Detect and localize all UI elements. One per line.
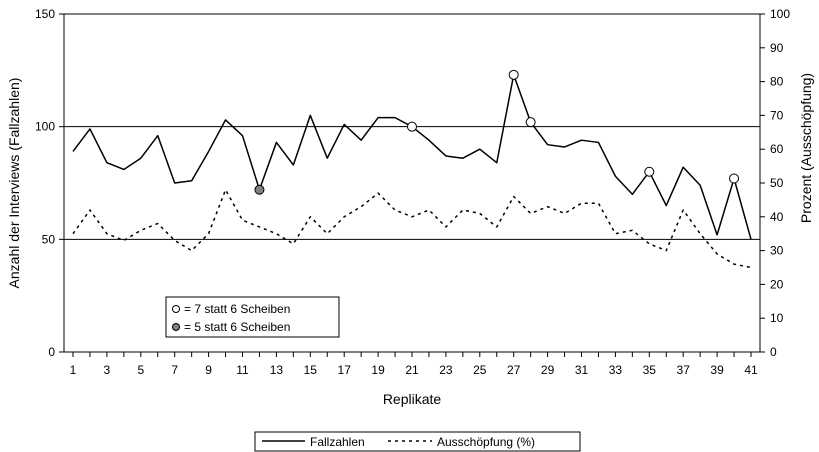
x-tick-label: 29 — [541, 363, 555, 377]
legend-ausschoepfung-label: Ausschöpfung (%) — [437, 435, 535, 449]
x-axis-label: Replikate — [383, 391, 442, 407]
x-tick-label: 7 — [171, 363, 178, 377]
left-axis: 0 50 100 150 — [35, 7, 64, 359]
left-tick-label: 150 — [35, 7, 55, 21]
legend-open-label: = 7 statt 6 Scheiben — [184, 302, 290, 316]
right-tick-label: 10 — [770, 311, 784, 325]
open-marker — [644, 166, 655, 177]
left-tick-label: 0 — [48, 345, 55, 359]
x-tick-label: 9 — [205, 363, 212, 377]
x-tick-label: 1 — [70, 363, 77, 377]
right-axis: 0 10 20 30 40 50 60 70 80 90 100 — [760, 7, 790, 359]
right-tick-label: 60 — [770, 142, 784, 156]
open-marker — [407, 121, 417, 132]
x-tick-label: 41 — [744, 363, 758, 377]
x-tick-label: 31 — [575, 363, 589, 377]
x-tick-label: 5 — [137, 363, 144, 377]
x-tick-label: 37 — [677, 363, 691, 377]
right-tick-label: 70 — [770, 108, 784, 122]
x-tick-label: 17 — [338, 363, 352, 377]
x-tick-label: 33 — [609, 363, 623, 377]
y-axis-label-right: Prozent (Ausschöpfung) — [798, 73, 814, 223]
open-marker — [508, 69, 519, 80]
left-tick-label: 50 — [42, 232, 56, 246]
legend-filled-label: = 5 statt 6 Scheiben — [184, 320, 290, 334]
right-tick-label: 100 — [770, 7, 790, 21]
left-tick-label: 100 — [35, 120, 55, 134]
right-tick-label: 50 — [770, 176, 784, 190]
legend-fallzahlen-label: Fallzahlen — [310, 435, 365, 449]
x-tick-label: 23 — [439, 363, 453, 377]
x-axis: 1 3 5 7 9 11 13 15 17 19 21 23 25 27 29 31 33 35 37 39 41 — [70, 352, 758, 377]
marker-legend-box — [165, 296, 340, 338]
right-tick-label: 0 — [770, 345, 777, 359]
x-tick-label: 25 — [473, 363, 487, 377]
series-legend: Fallzahlen Ausschöpfung (%) — [254, 431, 581, 452]
filled-marker — [254, 184, 265, 195]
legend-open-marker — [172, 305, 180, 313]
x-tick-label: 39 — [710, 363, 724, 377]
x-tick-label: 15 — [304, 363, 318, 377]
series-line-ausschoepfung — [72, 189, 752, 269]
open-marker — [525, 117, 536, 128]
x-tick-label: 11 — [236, 363, 249, 377]
marker-legend: = 7 statt 6 Scheiben = 5 statt 6 Scheibe… — [165, 296, 340, 338]
x-tick-label: 21 — [405, 363, 419, 377]
right-tick-label: 90 — [770, 41, 784, 55]
x-tick-label: 27 — [507, 363, 521, 377]
y-axis-label-left: Anzahl der Interviews (Fallzahlen) — [6, 78, 22, 289]
open-marker — [729, 173, 740, 184]
right-tick-label: 80 — [770, 75, 784, 89]
right-tick-label: 30 — [770, 244, 784, 258]
x-tick-label: 35 — [643, 363, 657, 377]
right-tick-label: 40 — [770, 210, 784, 224]
x-tick-label: 19 — [371, 363, 385, 377]
series-line-fallzahlen — [72, 74, 752, 240]
right-tick-label: 20 — [770, 277, 784, 291]
markers — [254, 69, 740, 195]
legend-filled-marker — [172, 323, 180, 331]
x-tick-label: 3 — [104, 363, 111, 377]
x-tick-label: 13 — [270, 363, 284, 377]
